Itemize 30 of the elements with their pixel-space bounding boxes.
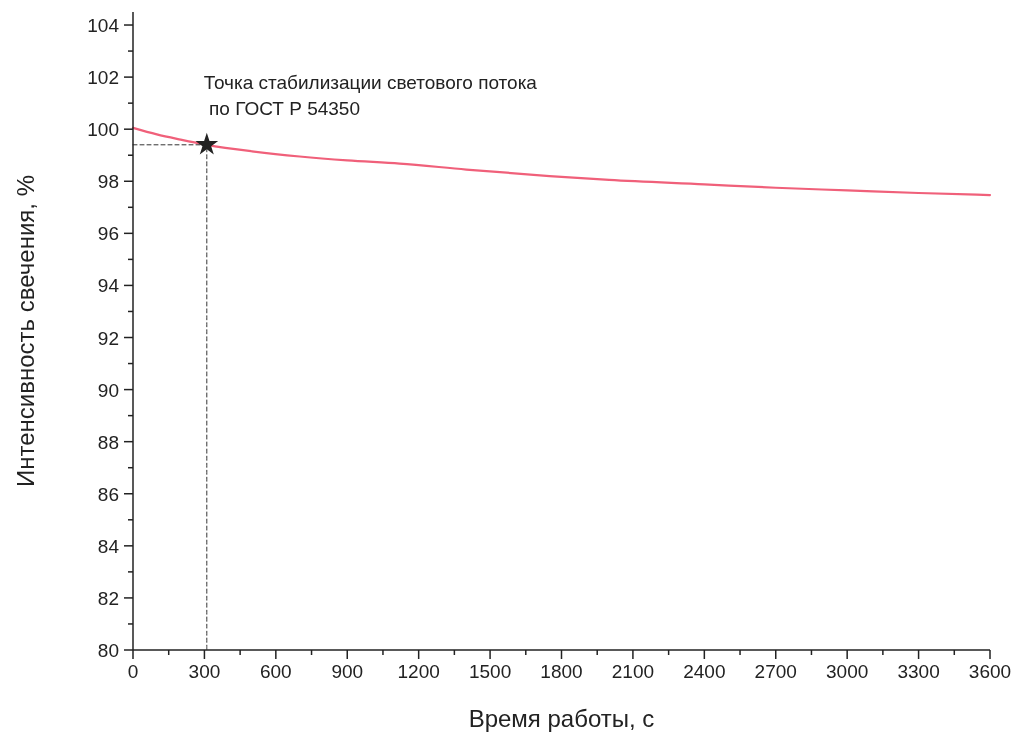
y-tick-label: 86 — [97, 483, 119, 505]
x-tick-label: 2700 — [754, 661, 797, 682]
y-tick-label: 80 — [97, 640, 119, 661]
x-tick-label: 3300 — [897, 661, 940, 682]
y-tick-label: 90 — [97, 379, 119, 401]
x-tick-label: 3000 — [826, 661, 869, 682]
y-tick-label: 98 — [97, 171, 119, 193]
y-tick-label: 96 — [97, 223, 119, 245]
x-tick-label: 3600 — [968, 661, 1012, 682]
y-tick-label: 94 — [97, 275, 120, 297]
y-tick-label: 92 — [97, 327, 119, 349]
annotation: Точка стабилизации светового потока по ГОСТ Р 54350 — [203, 71, 538, 119]
x-tick-label: 1800 — [540, 661, 583, 682]
y-tick-label: 104 — [87, 15, 120, 37]
x-tick-label: 0 — [127, 661, 139, 682]
x-tick-label: 300 — [188, 661, 221, 682]
y-tick-label: 84 — [97, 535, 120, 557]
y-tick-label: 102 — [87, 67, 119, 89]
x-tick-label: 1500 — [468, 661, 512, 682]
y-tick-label: 88 — [97, 431, 119, 453]
x-tick-label: 1200 — [397, 661, 440, 682]
x-tick-label: 2100 — [611, 661, 655, 682]
x-tick-label: 600 — [259, 661, 292, 682]
x-axis-title: Время работы, с — [468, 705, 655, 732]
y-tick-label: 100 — [87, 119, 119, 141]
x-tick-label: 2400 — [683, 661, 726, 682]
y-tick-label: 82 — [97, 587, 119, 609]
y-axis-title: Интенсивность свечения, % — [12, 175, 39, 487]
x-tick-label: 900 — [331, 661, 364, 682]
line-series — [131, 126, 992, 197]
